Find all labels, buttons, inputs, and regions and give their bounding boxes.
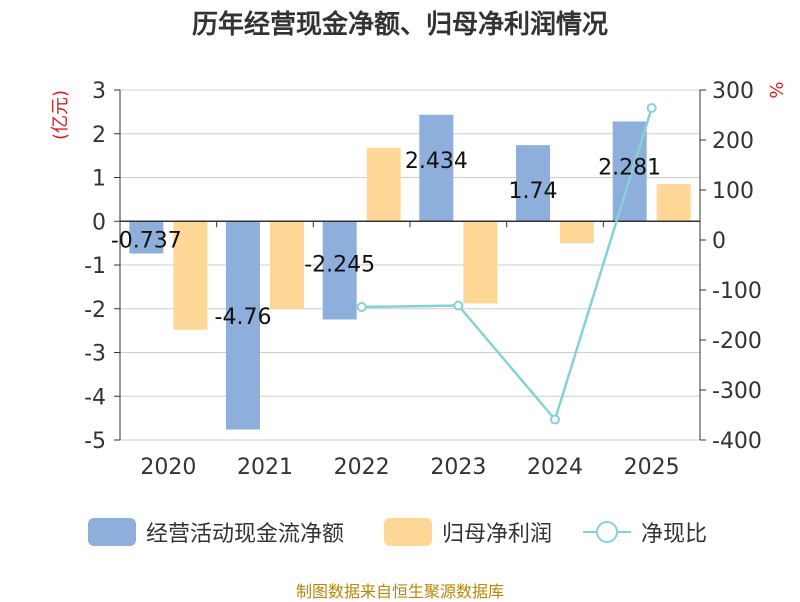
point-cash-ratio [646,103,657,113]
x-tick-label: 2022 [334,455,390,480]
legend-swatch-net-profit [384,518,432,546]
y-tick-label: -1 [84,254,106,279]
legend-item-net-profit[interactable]: 归母净利润 [384,516,552,548]
x-tick-label: 2024 [527,455,583,480]
bar-net-profit [656,184,691,222]
y-tick-label: -3 [84,342,106,367]
x-tick-label: 2025 [624,455,680,480]
bar-net-profit [560,221,594,244]
data-label-cashflow: -2.245 [304,253,375,278]
y-tick-label: -4 [84,385,106,410]
bar-cashflow [129,221,164,254]
y2-tick-label: 100 [712,179,754,204]
point-cash-ratio [453,300,464,311]
y-tick-label: 2 [92,123,106,148]
y-tick-label: 3 [92,79,106,104]
bar-cashflow [322,221,357,320]
y-tick-label: 1 [92,167,106,192]
data-label-cashflow: -0.737 [111,228,182,253]
y2-tick-label: -100 [712,279,762,304]
bar-cashflow [419,114,454,222]
legend-swatch-cashflow [88,518,136,546]
legend-item-cash-ratio[interactable]: 净现比 [583,516,707,548]
y-axis-title: (亿元) [50,90,71,140]
legend-label-net-profit: 归母净利润 [442,522,553,547]
line-cash-ratio [361,107,653,423]
y2-tick-label: -300 [712,379,762,404]
legend-item-cashflow[interactable]: 经营活动现金流净额 [88,516,344,548]
legend-label-cash-ratio: 净现比 [641,522,708,547]
data-label-cashflow: 1.74 [509,179,558,204]
bar-cashflow [226,221,260,430]
legend-label-cashflow: 经营活动现金流净额 [146,522,345,547]
y2-axis-title: % [765,81,786,98]
bar-net-profit [463,221,498,304]
y-tick-label: -2 [84,298,106,323]
bar-cashflow [516,145,550,222]
legend: 经营活动现金流净额 归母净利润 净现比 [0,516,800,556]
y2-tick-label: 200 [712,129,754,154]
point-cash-ratio [550,414,560,425]
source-note: 制图数据来自恒生聚源数据库 [295,582,504,601]
bar-net-profit [173,221,208,330]
data-label-cashflow: 2.434 [405,149,468,174]
y-tick-label: -5 [84,429,106,454]
y2-tick-label: -400 [712,429,762,454]
bar-cashflow [612,121,647,222]
bar-net-profit [270,221,304,309]
data-label-cashflow: -4.76 [215,305,272,330]
x-tick-label: 2023 [430,455,486,480]
y2-tick-label: -200 [712,329,762,354]
bar-net-profit [366,147,401,222]
data-label-cashflow: 2.281 [598,155,661,180]
y-tick-label: 0 [92,210,106,235]
x-tick-label: 2021 [237,455,293,480]
y2-tick-label: 300 [712,79,754,104]
x-tick-label: 2020 [140,455,196,480]
chart-title: 历年经营现金净额、归母净利润情况 [191,10,608,40]
y2-tick-label: 0 [712,229,726,254]
legend-swatch-cash-ratio [583,518,631,546]
point-cash-ratio [356,302,367,312]
